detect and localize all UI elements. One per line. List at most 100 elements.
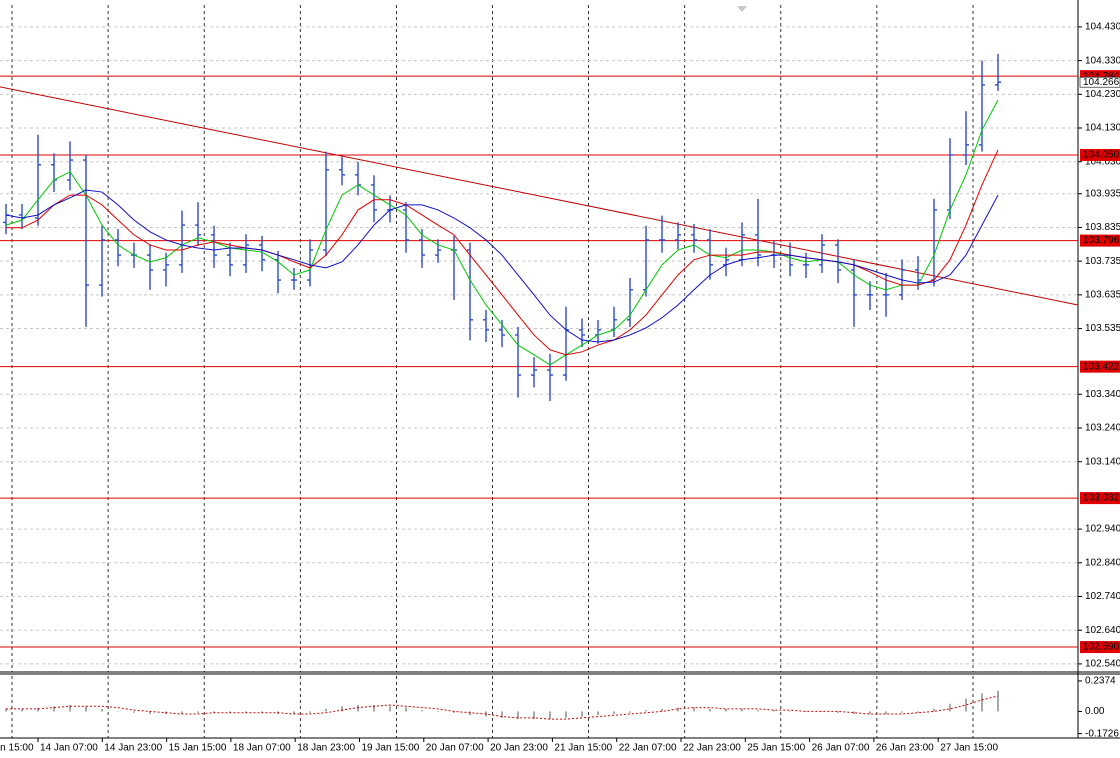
x-tick-label: 20 Jan 23:00 [490, 743, 548, 754]
osc-bar [549, 711, 551, 720]
osc-bar [789, 711, 791, 712]
osc-bar [229, 711, 231, 713]
level-label: 102.590 [1083, 642, 1120, 653]
osc-bar [37, 707, 39, 712]
osc-bar [245, 711, 247, 713]
y-tick-label: 104.030 [1085, 156, 1120, 167]
x-tick-label: 27 Jan 15:00 [940, 743, 998, 754]
osc-bar [341, 706, 343, 712]
current-price-bg [1079, 76, 1120, 88]
x-tick-label: 20 Jan 07:00 [426, 743, 484, 754]
osc-bar [389, 706, 391, 712]
osc-bar [869, 711, 871, 715]
osc-bar [261, 711, 263, 713]
osc-bar [757, 710, 759, 712]
y-tick-label: 103.240 [1085, 423, 1120, 434]
osc-bar [645, 710, 647, 712]
x-tick-label: 19 Jan 15:00 [362, 743, 420, 754]
osc-bar [997, 690, 999, 712]
level-label: 103.032 [1083, 493, 1120, 504]
osc-bar [437, 711, 439, 712]
osc-bar [181, 711, 183, 715]
osc-bar [933, 708, 935, 712]
osc-bar [565, 711, 567, 718]
y-tick-label: 103.535 [1085, 323, 1120, 334]
level-label-bg [1080, 492, 1120, 505]
osc-bar [949, 703, 951, 712]
x-tick-label: 25 Jan 15:00 [747, 743, 805, 754]
osc-bar [325, 708, 327, 712]
osc-bar [741, 708, 743, 712]
osc-bar [821, 711, 823, 712]
level-label-bg [1080, 234, 1120, 247]
y-tick-label: 103.635 [1085, 289, 1120, 300]
osc-bar [357, 705, 359, 712]
y-tick-label: 103.835 [1085, 222, 1120, 233]
osc-bar [837, 711, 839, 713]
osc-bar [709, 708, 711, 712]
osc-bar [117, 711, 119, 712]
y-tick-label: 104.230 [1085, 89, 1120, 100]
osc-bar [469, 711, 471, 716]
x-tick-label: 22 Jan 23:00 [683, 743, 741, 754]
x-tick-label: 18 Jan 23:00 [297, 743, 355, 754]
level-label: 103.796 [1083, 235, 1120, 246]
osc-bar [517, 711, 519, 720]
y-tick-label: 103.935 [1085, 188, 1120, 199]
y-tick-label: 103.140 [1085, 456, 1120, 467]
y-tick-label: 103.735 [1085, 256, 1120, 267]
osc-bar [981, 693, 983, 712]
osc-bar [725, 708, 727, 712]
y-tick-label: 102.740 [1085, 591, 1120, 602]
x-tick-label: 15 Jan 15:00 [169, 743, 227, 754]
osc-bar [149, 711, 151, 715]
y-tick-label: 104.330 [1085, 55, 1120, 66]
y-tick-label: 102.940 [1085, 524, 1120, 535]
osc-bar [853, 711, 855, 715]
y-tick-label: 102.540 [1085, 659, 1120, 670]
osc-signal [6, 695, 999, 720]
level-label-bg [1080, 148, 1120, 161]
osc-bar [5, 708, 7, 712]
osc-tick-label: -0.1726 [1085, 728, 1119, 739]
osc-bar [661, 708, 663, 712]
x-tick-label: 26 Jan 23:00 [876, 743, 934, 754]
x-tick-label: 13 Jan 15:00 [0, 743, 34, 754]
osc-bar [373, 705, 375, 712]
osc-bar [917, 711, 919, 713]
level-label: 103.422 [1083, 361, 1120, 372]
x-tick-label: 18 Jan 07:00 [233, 743, 291, 754]
osc-bar [597, 711, 599, 716]
shift-marker [737, 6, 747, 12]
x-tick-label: 21 Jan 15:00 [554, 743, 612, 754]
level-label-bg [1080, 641, 1120, 654]
osc-bar [293, 711, 295, 715]
y-tick-label: 102.640 [1085, 625, 1120, 636]
y-tick-label: 104.430 [1085, 22, 1120, 33]
current-price-label: 104.266 [1083, 77, 1120, 88]
osc-bar [613, 711, 615, 715]
osc-bar [629, 711, 631, 713]
osc-bar [213, 711, 215, 713]
level-label: 104.050 [1083, 150, 1120, 161]
osc-bar [85, 706, 87, 712]
osc-tick-label: 0.2374 [1085, 676, 1116, 687]
osc-bar [133, 711, 135, 713]
osc-bar [773, 710, 775, 712]
y-tick-label: 102.840 [1085, 557, 1120, 568]
x-tick-label: 22 Jan 07:00 [619, 743, 677, 754]
osc-bar [581, 711, 583, 717]
y-tick-label: 103.340 [1085, 389, 1120, 400]
moving-average [5, 189, 999, 343]
osc-bar [501, 711, 503, 718]
y-tick-label: 104.130 [1085, 123, 1120, 134]
osc-bar [965, 698, 967, 712]
osc-bar [21, 708, 23, 712]
osc-tick-label: 0.00 [1085, 706, 1105, 717]
osc-bar [805, 711, 807, 712]
osc-bar [693, 707, 695, 712]
